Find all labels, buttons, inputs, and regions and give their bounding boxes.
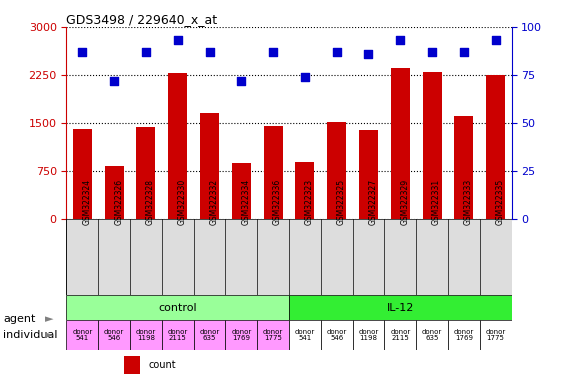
Text: donor
541: donor 541 <box>72 329 92 341</box>
Bar <box>194 320 225 350</box>
Bar <box>98 320 130 350</box>
Point <box>141 49 150 55</box>
Text: GSM322330: GSM322330 <box>178 179 187 225</box>
Text: GSM322332: GSM322332 <box>210 179 218 225</box>
Bar <box>264 126 283 218</box>
Bar <box>289 320 321 350</box>
Point <box>77 49 87 55</box>
Text: ►: ► <box>45 314 53 324</box>
Bar <box>257 320 289 350</box>
Text: individual: individual <box>3 330 57 340</box>
Bar <box>391 68 410 218</box>
Bar <box>124 356 140 374</box>
Point <box>428 49 437 55</box>
Bar <box>168 73 187 218</box>
Text: control: control <box>158 303 197 313</box>
Bar <box>416 320 448 350</box>
Text: ►: ► <box>45 330 53 340</box>
Point <box>205 49 214 55</box>
Point <box>110 78 119 84</box>
Bar <box>448 320 480 350</box>
Text: donor
546: donor 546 <box>327 329 347 341</box>
Bar <box>105 166 124 218</box>
Bar <box>295 162 314 218</box>
Text: IL-12: IL-12 <box>387 303 414 313</box>
Bar <box>162 320 194 350</box>
Text: donor
1198: donor 1198 <box>358 329 379 341</box>
Point <box>268 49 278 55</box>
Text: GSM322325: GSM322325 <box>336 179 346 225</box>
Text: GSM322335: GSM322335 <box>496 179 505 225</box>
Bar <box>353 320 384 350</box>
Bar <box>130 320 162 350</box>
Text: donor
2115: donor 2115 <box>390 329 410 341</box>
Point <box>332 49 341 55</box>
Text: donor
2115: donor 2115 <box>168 329 188 341</box>
Text: donor
1775: donor 1775 <box>263 329 283 341</box>
Point <box>491 37 501 43</box>
Point <box>301 74 310 80</box>
Bar <box>454 116 473 218</box>
Text: donor
546: donor 546 <box>104 329 124 341</box>
Bar <box>66 295 289 320</box>
Bar <box>136 127 155 218</box>
Bar <box>73 129 92 218</box>
Bar <box>289 295 512 320</box>
Point <box>396 37 405 43</box>
Bar <box>232 163 251 218</box>
Bar <box>359 131 378 218</box>
Bar <box>423 72 442 218</box>
Text: GSM322331: GSM322331 <box>432 179 441 225</box>
Point <box>237 78 246 84</box>
Bar <box>225 320 257 350</box>
Text: donor
541: donor 541 <box>295 329 315 341</box>
Bar <box>321 320 353 350</box>
Bar <box>486 75 505 218</box>
Bar <box>66 320 98 350</box>
Text: donor
635: donor 635 <box>422 329 442 341</box>
Text: GSM322334: GSM322334 <box>242 179 250 225</box>
Text: agent: agent <box>3 314 35 324</box>
Point <box>460 49 469 55</box>
Text: GSM322326: GSM322326 <box>114 179 123 225</box>
Text: GSM322333: GSM322333 <box>464 179 473 225</box>
Point <box>173 37 183 43</box>
Bar <box>200 113 219 218</box>
Bar <box>480 320 512 350</box>
Text: count: count <box>149 360 176 370</box>
Text: donor
1769: donor 1769 <box>454 329 474 341</box>
Bar <box>327 122 346 218</box>
Text: GSM322327: GSM322327 <box>369 179 377 225</box>
Text: GSM322329: GSM322329 <box>401 179 409 225</box>
Text: GSM322328: GSM322328 <box>146 179 155 225</box>
Text: donor
1198: donor 1198 <box>136 329 156 341</box>
Text: GSM322323: GSM322323 <box>305 179 314 225</box>
Text: donor
1769: donor 1769 <box>231 329 251 341</box>
Bar <box>384 320 416 350</box>
Text: GSM322324: GSM322324 <box>82 179 91 225</box>
Point <box>364 51 373 57</box>
Text: GDS3498 / 229640_x_at: GDS3498 / 229640_x_at <box>66 13 217 26</box>
Text: donor
635: donor 635 <box>199 329 220 341</box>
Text: donor
1775: donor 1775 <box>486 329 506 341</box>
Text: GSM322336: GSM322336 <box>273 179 282 225</box>
